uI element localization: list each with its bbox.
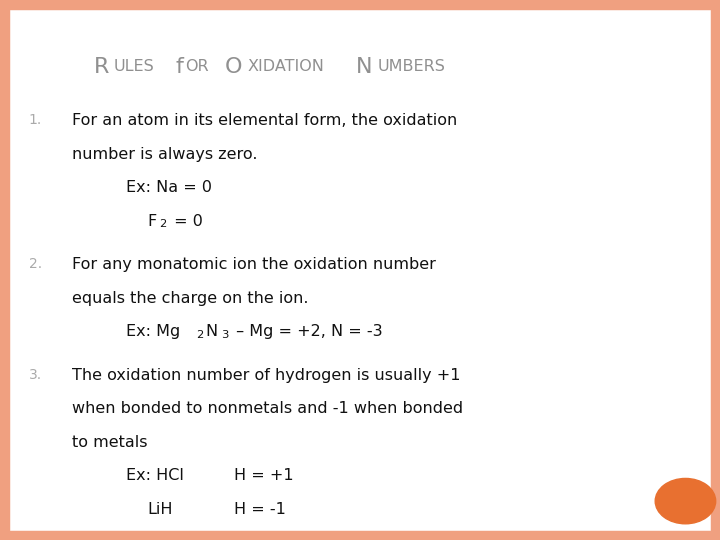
- Text: H = -1: H = -1: [234, 502, 286, 517]
- Text: LiH: LiH: [148, 502, 173, 517]
- Text: 2.: 2.: [29, 258, 42, 272]
- Text: 2: 2: [196, 330, 203, 340]
- Text: to metals: to metals: [72, 435, 148, 450]
- Text: F: F: [148, 214, 157, 229]
- Text: XIDATION: XIDATION: [248, 59, 325, 75]
- Text: 3: 3: [221, 330, 228, 340]
- Text: OR: OR: [185, 59, 209, 75]
- Text: For an atom in its elemental form, the oxidation: For an atom in its elemental form, the o…: [72, 113, 457, 129]
- Text: equals the charge on the ion.: equals the charge on the ion.: [72, 291, 308, 306]
- Text: number is always zero.: number is always zero.: [72, 147, 258, 162]
- Text: 3.: 3.: [29, 368, 42, 382]
- Text: 1.: 1.: [29, 113, 42, 127]
- Text: R: R: [94, 57, 109, 77]
- Text: N: N: [356, 57, 372, 77]
- Text: O: O: [225, 57, 243, 77]
- Text: Ex: Mg: Ex: Mg: [126, 325, 180, 339]
- Text: The oxidation number of hydrogen is usually +1: The oxidation number of hydrogen is usua…: [72, 368, 461, 383]
- Text: ULES: ULES: [114, 59, 154, 75]
- Text: Ex: HCl: Ex: HCl: [126, 468, 184, 483]
- Text: H = +1: H = +1: [234, 468, 294, 483]
- Text: f: f: [175, 57, 183, 77]
- Text: Ex: Na = 0: Ex: Na = 0: [126, 180, 212, 195]
- Text: 2: 2: [160, 219, 167, 230]
- Text: N: N: [205, 325, 217, 339]
- Text: For any monatomic ion the oxidation number: For any monatomic ion the oxidation numb…: [72, 258, 436, 272]
- Text: UMBERS: UMBERS: [377, 59, 445, 75]
- Text: = 0: = 0: [169, 214, 203, 229]
- Text: – Mg = +2, N = -3: – Mg = +2, N = -3: [230, 325, 382, 339]
- Text: when bonded to nonmetals and -1 when bonded: when bonded to nonmetals and -1 when bon…: [72, 401, 463, 416]
- Circle shape: [655, 478, 716, 524]
